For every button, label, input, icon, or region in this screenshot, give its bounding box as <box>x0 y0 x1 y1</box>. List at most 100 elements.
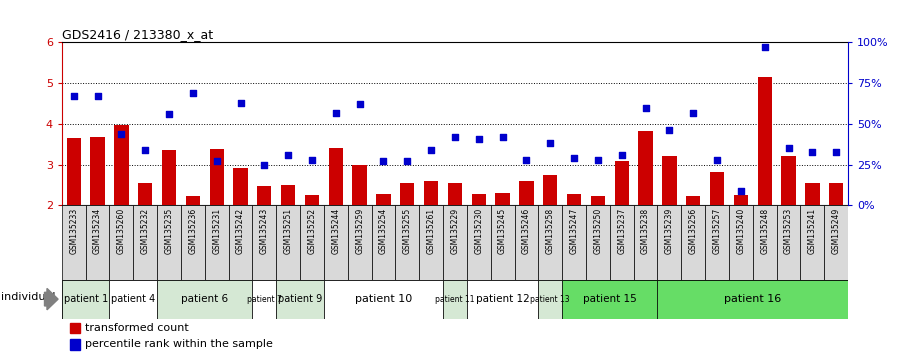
Bar <box>514 205 538 280</box>
Point <box>281 152 295 158</box>
Bar <box>538 280 562 319</box>
Bar <box>757 77 772 205</box>
Text: GSM135258: GSM135258 <box>545 207 554 254</box>
Bar <box>782 156 795 205</box>
Bar <box>467 205 491 280</box>
Bar <box>257 186 272 205</box>
Bar <box>253 205 276 280</box>
Bar <box>210 149 224 205</box>
Bar <box>638 131 653 205</box>
Point <box>138 147 153 153</box>
Point <box>710 157 724 162</box>
Text: GSM135247: GSM135247 <box>570 207 579 254</box>
Bar <box>281 185 295 205</box>
Point <box>591 157 605 162</box>
Point <box>781 145 795 151</box>
Bar <box>395 205 419 280</box>
Bar <box>586 205 610 280</box>
Text: patient 9: patient 9 <box>278 294 322 304</box>
Text: percentile rank within the sample: percentile rank within the sample <box>85 339 274 349</box>
Text: GSM135234: GSM135234 <box>93 207 102 254</box>
Bar <box>372 205 395 280</box>
Bar <box>70 323 80 333</box>
Text: GSM135244: GSM135244 <box>331 207 340 254</box>
Bar <box>353 165 367 205</box>
Bar <box>538 205 562 280</box>
Text: GSM135249: GSM135249 <box>832 207 841 254</box>
Point <box>638 105 653 110</box>
Bar <box>705 205 729 280</box>
Bar <box>157 280 253 319</box>
Point <box>734 188 748 194</box>
Bar <box>424 181 438 205</box>
Text: GSM135248: GSM135248 <box>760 207 769 254</box>
Point <box>90 93 105 99</box>
Bar <box>686 196 700 205</box>
Point <box>424 147 438 153</box>
Bar <box>324 205 348 280</box>
Text: patient 6: patient 6 <box>181 294 228 304</box>
Text: GSM135253: GSM135253 <box>784 207 793 254</box>
Bar <box>70 339 80 350</box>
Text: GSM135237: GSM135237 <box>617 207 626 254</box>
Bar <box>657 205 682 280</box>
Text: GSM135238: GSM135238 <box>641 207 650 254</box>
Text: patient 13: patient 13 <box>531 295 570 304</box>
Text: GSM135250: GSM135250 <box>594 207 603 254</box>
Bar <box>562 205 586 280</box>
Point <box>805 149 820 154</box>
Bar <box>109 205 134 280</box>
Text: GSM135254: GSM135254 <box>379 207 388 254</box>
Bar <box>829 183 844 205</box>
Bar <box>234 168 247 205</box>
Bar <box>419 205 443 280</box>
Point <box>495 134 510 140</box>
Bar <box>348 205 372 280</box>
Point <box>543 141 557 146</box>
Bar <box>300 205 324 280</box>
Text: individual: individual <box>1 292 55 302</box>
Bar <box>66 138 81 205</box>
Bar <box>305 195 319 205</box>
Bar <box>400 183 415 205</box>
Text: transformed count: transformed count <box>85 323 189 333</box>
Bar <box>776 205 801 280</box>
Bar <box>205 205 228 280</box>
Bar <box>443 280 467 319</box>
Text: GDS2416 / 213380_x_at: GDS2416 / 213380_x_at <box>62 28 213 41</box>
Text: GSM135261: GSM135261 <box>426 207 435 254</box>
Text: GSM135239: GSM135239 <box>664 207 674 254</box>
Text: GSM135251: GSM135251 <box>284 207 293 254</box>
Point <box>257 162 272 167</box>
Bar <box>162 150 176 205</box>
Text: GSM135240: GSM135240 <box>736 207 745 254</box>
Point <box>662 127 676 133</box>
Text: GSM135233: GSM135233 <box>69 207 78 254</box>
Bar <box>682 205 705 280</box>
Bar <box>324 280 443 319</box>
Bar <box>491 205 514 280</box>
Point <box>472 136 486 141</box>
Text: GSM135232: GSM135232 <box>141 207 150 254</box>
Bar <box>519 181 534 205</box>
Bar <box>472 194 486 205</box>
Point <box>305 157 319 162</box>
Text: patient 12: patient 12 <box>475 294 529 304</box>
Point <box>686 110 701 115</box>
Text: patient 11: patient 11 <box>435 295 474 304</box>
Bar <box>134 205 157 280</box>
Text: GSM135252: GSM135252 <box>307 207 316 254</box>
Point <box>757 45 772 50</box>
Point <box>448 134 463 140</box>
Point <box>829 149 844 154</box>
Bar <box>62 280 109 319</box>
Bar <box>567 194 581 205</box>
Text: GSM135256: GSM135256 <box>689 207 698 254</box>
Bar <box>634 205 657 280</box>
Point <box>567 155 582 161</box>
Point <box>614 152 629 158</box>
Bar <box>138 183 153 205</box>
Text: GSM135242: GSM135242 <box>236 207 245 254</box>
Bar <box>276 280 324 319</box>
Bar <box>610 205 634 280</box>
